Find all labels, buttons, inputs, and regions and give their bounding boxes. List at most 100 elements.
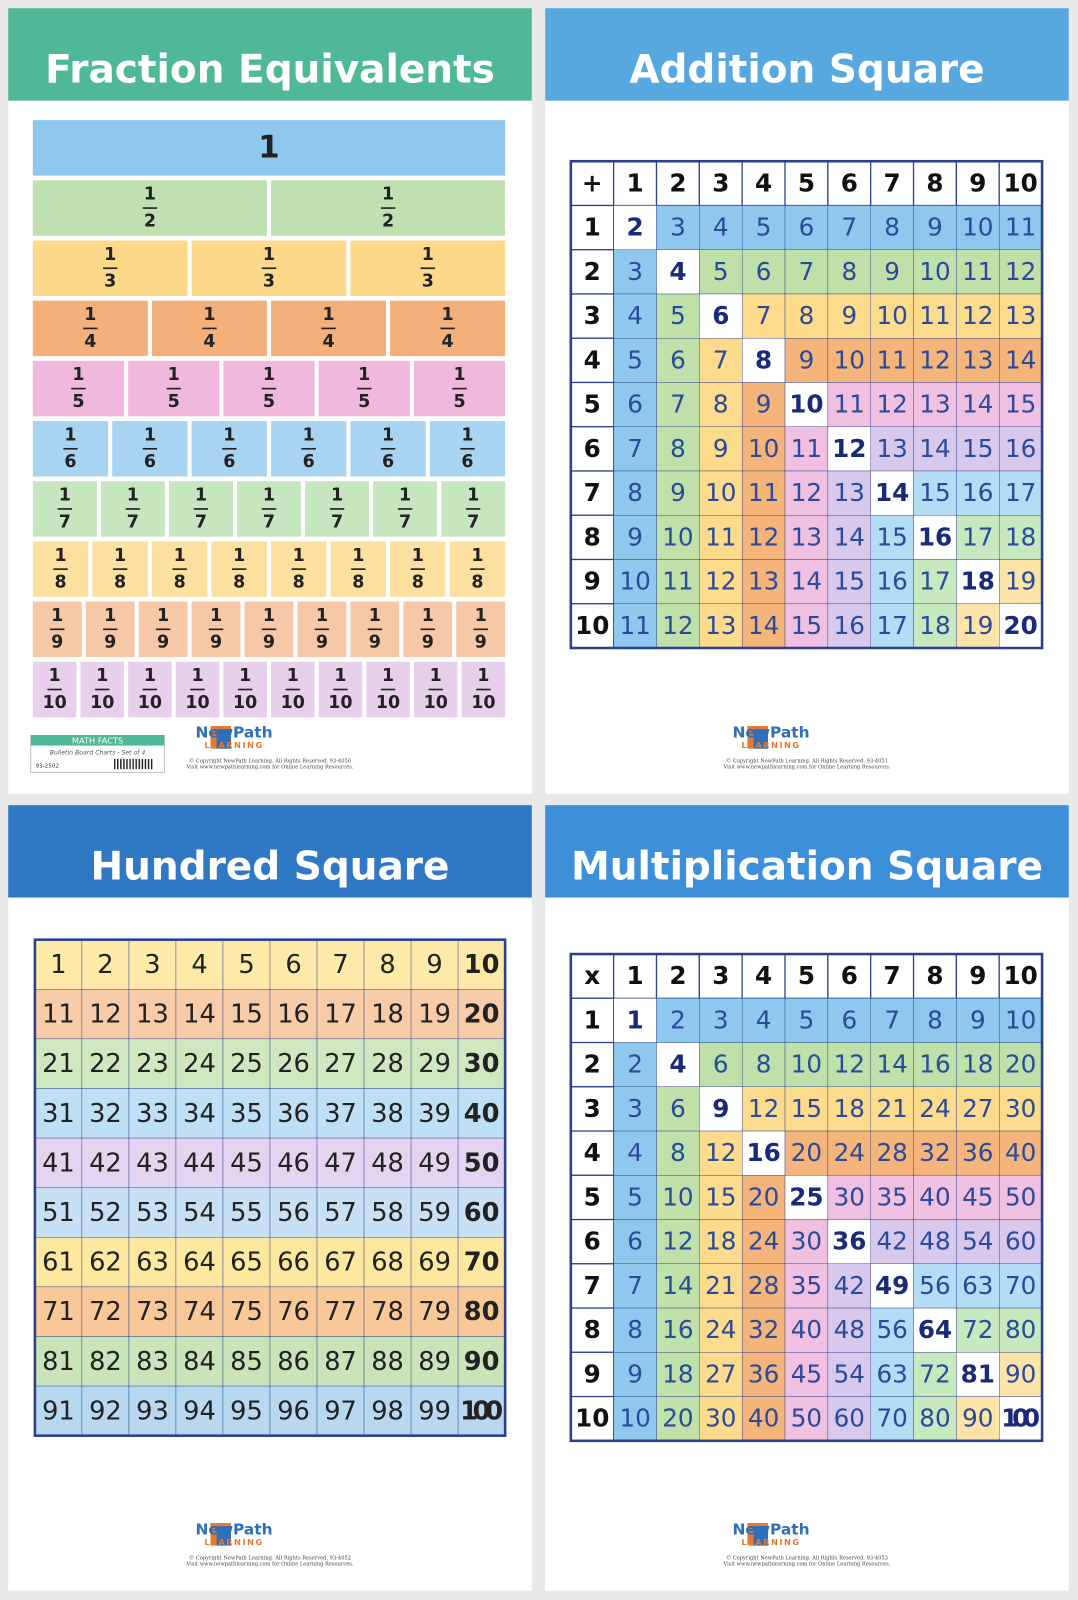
header-text: 10 (575, 1404, 609, 1433)
cell-text: 9 (970, 1005, 986, 1034)
denominator: 9 (422, 633, 434, 653)
cell-text: 95 (230, 1396, 263, 1426)
cell-text: 24 (748, 1227, 779, 1256)
table-cell (316, 1187, 365, 1238)
cell-text: 36 (748, 1359, 779, 1388)
cell-text: 11 (876, 345, 907, 374)
table-cell (316, 989, 365, 1040)
table-cell (827, 1396, 871, 1442)
cell-text: 3 (670, 213, 686, 242)
cell-text: 9 (927, 213, 943, 242)
cell-text: 10 (619, 1404, 650, 1433)
header-cell (870, 953, 915, 999)
header-text: 7 (584, 478, 601, 507)
cell-text: 32 (919, 1138, 950, 1167)
numerator: 1 (263, 486, 275, 506)
table-cell (784, 1263, 829, 1309)
numerator: 1 (475, 606, 487, 626)
cell-text: 85 (230, 1347, 263, 1377)
cell-text: 12 (832, 434, 866, 463)
table-cell (457, 1286, 506, 1337)
table-cell (741, 1263, 786, 1309)
denominator: 10 (138, 693, 162, 713)
cell-text: 12 (89, 1000, 122, 1030)
header-cell (570, 470, 615, 516)
cell-text: 4 (627, 1138, 643, 1167)
numerator: 1 (174, 546, 186, 566)
table-cell (613, 249, 657, 295)
header-text: 3 (712, 961, 729, 990)
cell-text: 13 (748, 567, 779, 596)
cell-text: 9 (884, 257, 900, 286)
cell-text: 61 (42, 1248, 75, 1278)
table-cell (699, 1263, 743, 1309)
table-cell (999, 293, 1043, 339)
cell-text: 30 (705, 1404, 736, 1433)
denominator: 5 (358, 392, 370, 412)
table-cell (913, 426, 957, 472)
cell-text: 11 (1005, 213, 1036, 242)
numerator: 1 (412, 546, 424, 566)
cell-text: 10 (834, 345, 865, 374)
table-cell (316, 1137, 365, 1188)
cell-text: 56 (919, 1271, 950, 1300)
header-text: 1 (627, 961, 644, 990)
header-cell (570, 1130, 615, 1176)
table-cell (870, 426, 914, 472)
denominator: 10 (281, 693, 305, 713)
table-cell (784, 515, 829, 560)
table-cell (827, 559, 871, 604)
logo-subtext: LEARNING (741, 740, 800, 750)
denominator: 5 (72, 392, 84, 412)
cell-text: 1 (627, 1005, 644, 1034)
cell-text: 18 (705, 1227, 736, 1256)
denominator: 10 (90, 693, 114, 713)
cell-text: 62 (89, 1248, 122, 1278)
numerator: 1 (471, 546, 483, 566)
cell-text: 80 (1005, 1315, 1036, 1344)
cell-text: 3 (713, 1005, 729, 1034)
cell-text: 36 (962, 1138, 993, 1167)
table-cell (656, 249, 700, 295)
table-cell (870, 470, 914, 516)
label-subtitle: Bulletin Board Charts - Set of 4 (50, 749, 146, 757)
cell-text: 7 (670, 390, 686, 419)
cell-text: 34 (183, 1099, 216, 1129)
cell-text: 15 (1005, 390, 1036, 419)
cell-text: 9 (756, 390, 772, 419)
cell-text: 15 (791, 611, 822, 640)
table-cell (363, 939, 412, 990)
table-cell (34, 1137, 83, 1188)
denominator: 6 (64, 452, 76, 472)
header-text: 7 (884, 168, 901, 197)
cell-text: 9 (799, 345, 815, 374)
cell-text: 21 (876, 1094, 907, 1123)
cell-text: 3 (627, 257, 643, 286)
header-text: 8 (584, 1315, 601, 1344)
header-text: 6 (841, 168, 858, 197)
numerator: 1 (55, 546, 67, 566)
cell-text: 54 (183, 1198, 216, 1228)
website: Visit www.newpathlearning.com for Online… (722, 765, 890, 771)
table-cell (363, 1187, 412, 1238)
table-cell (699, 515, 743, 560)
cell-text: 79 (418, 1297, 451, 1327)
cell-text: 96 (277, 1396, 310, 1426)
cell-text: 42 (834, 1271, 865, 1300)
table-cell (699, 205, 743, 250)
cell-text: 35 (876, 1182, 907, 1211)
cell-text: 20 (748, 1182, 779, 1211)
table-border (33, 938, 507, 1437)
cell-text: 12 (662, 611, 693, 640)
cell-text: 20 (1005, 1050, 1036, 1079)
table-cell (741, 515, 786, 560)
table-cell (870, 1352, 914, 1397)
header-cell (741, 953, 786, 999)
cell-text: 48 (371, 1148, 404, 1178)
cell-text: 72 (962, 1315, 993, 1344)
table-cell (269, 1088, 318, 1139)
cell-text: 4 (191, 950, 207, 980)
table-cell (913, 1263, 957, 1309)
table-cell (656, 382, 700, 427)
cell-text: 11 (619, 611, 650, 640)
